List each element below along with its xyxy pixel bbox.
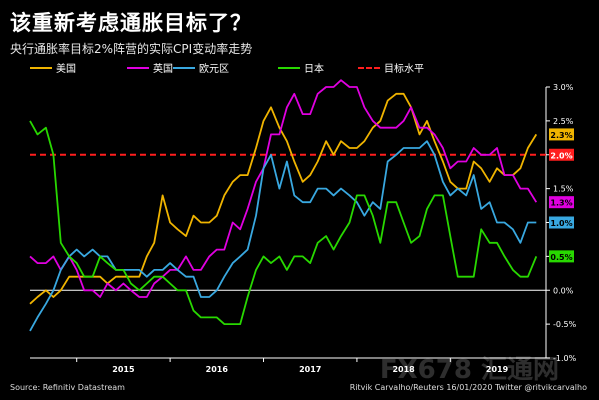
legend-item-eu: 欧元区 (173, 60, 229, 75)
end-badge-jp-bg (549, 250, 574, 263)
y-tick-label: 3.0% (553, 83, 574, 92)
y-tick-label: 2.5% (553, 117, 574, 126)
series-line-eu (29, 140, 537, 332)
y-tick-label: 1.5% (553, 185, 574, 194)
watermark: FX678 汇通网 (379, 355, 559, 385)
legend-item-uk: 英国 (127, 60, 173, 75)
legend-label-target: 目标水平 (384, 64, 424, 75)
legend-label-jp: 日本 (304, 64, 324, 75)
end-badge-jp-label: 0.5% (550, 253, 572, 262)
end-badge-target-label: 2.0% (550, 151, 572, 160)
x-tick-label: 2015 (112, 365, 135, 374)
legend-swatch-us (30, 66, 52, 69)
chart-title: 该重新考虑通胀目标了？ (10, 11, 252, 35)
legend-item-us: 美国 (30, 60, 76, 75)
legend-swatch-target (358, 66, 380, 69)
legend-swatch-uk (127, 66, 149, 69)
legend-label-eu: 欧元区 (199, 64, 229, 75)
x-tick-label: 2018 (392, 365, 415, 374)
legend-label-uk: 英国 (153, 64, 173, 75)
chart-legend: 美国 英国 欧元区 日本 目标水平 (10, 60, 590, 78)
y-tick-label: 0.0% (553, 286, 574, 295)
x-tick-label: 2019 (486, 365, 509, 374)
end-badge-uk-bg (549, 196, 574, 209)
end-badge-eu-bg (549, 216, 574, 229)
legend-swatch-eu (173, 66, 195, 69)
end-badge-us-label: 2.3% (550, 131, 572, 140)
series-line-us (29, 92, 538, 305)
legend-label-us: 美国 (56, 64, 76, 75)
x-tick-label: 2016 (206, 365, 229, 374)
series-line-jp (29, 120, 538, 326)
chart-subtitle: 央行通胀率目标2%阵营的实际CPI变动率走势 (10, 42, 253, 56)
end-badge-us-bg (549, 128, 574, 141)
y-tick-label: -0.5% (553, 320, 577, 329)
legend-item-target: 目标水平 (358, 60, 424, 75)
end-badge-eu-label: 1.0% (550, 219, 572, 228)
credit-note: Ritvik Carvalho/Reuters 16/01/2020 Twitt… (349, 383, 587, 392)
x-tick-label: 2017 (299, 365, 321, 374)
series-line-uk (29, 79, 538, 298)
y-tick-label: -1.0% (553, 354, 577, 363)
end-badge-target-bg (549, 148, 574, 161)
legend-item-jp: 日本 (278, 60, 324, 75)
end-badge-uk-label: 1.3% (550, 199, 572, 208)
legend-swatch-jp (278, 66, 300, 69)
source-note: Source: Refinitiv Datastream (10, 383, 125, 392)
